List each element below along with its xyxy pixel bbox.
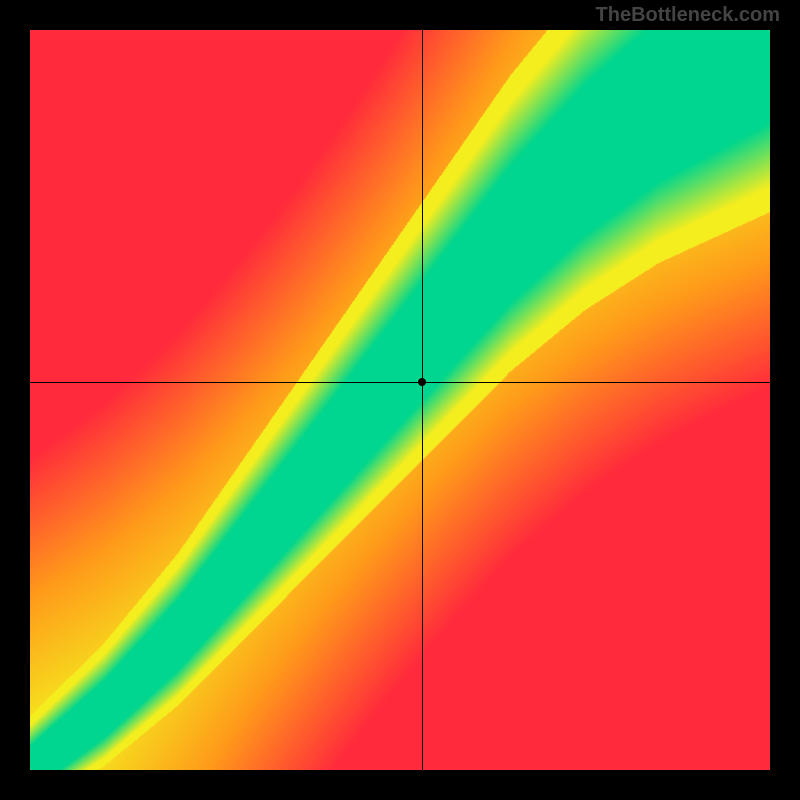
crosshair-marker xyxy=(418,378,426,386)
heatmap-chart xyxy=(30,30,770,770)
crosshair-vertical xyxy=(422,30,423,770)
crosshair-horizontal xyxy=(30,382,770,383)
heatmap-canvas xyxy=(30,30,770,770)
watermark-text: TheBottleneck.com xyxy=(596,4,780,27)
